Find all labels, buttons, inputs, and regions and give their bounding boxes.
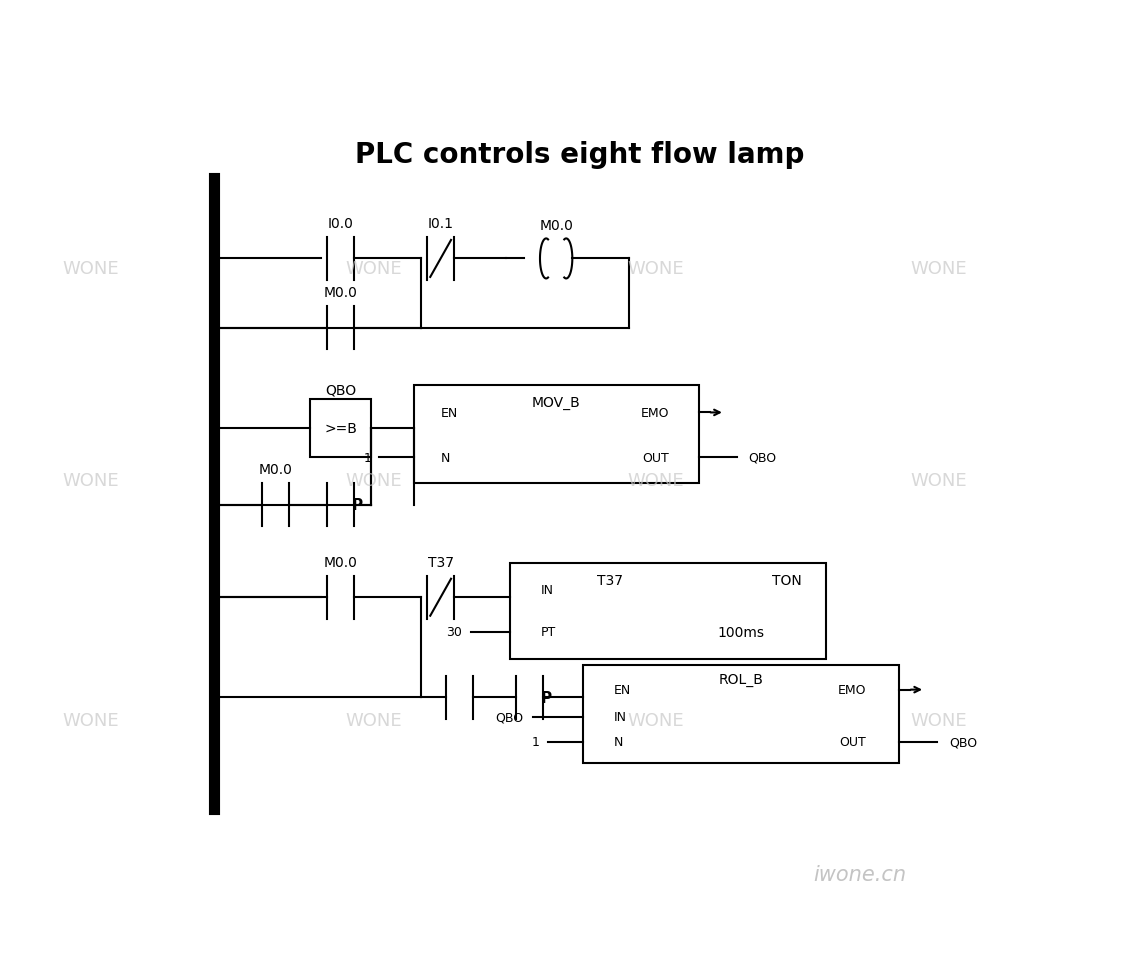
Text: QBO: QBO bbox=[325, 382, 356, 397]
Text: WONE: WONE bbox=[910, 472, 967, 489]
Text: M0.0: M0.0 bbox=[258, 463, 292, 477]
Text: QBO: QBO bbox=[495, 710, 523, 724]
Text: T37: T37 bbox=[597, 573, 623, 587]
Bar bbox=[584, 665, 899, 763]
Text: 1: 1 bbox=[532, 736, 539, 749]
Text: WONE: WONE bbox=[62, 472, 119, 489]
Text: EMO: EMO bbox=[641, 407, 670, 420]
Text: EN: EN bbox=[441, 407, 458, 420]
Text: WONE: WONE bbox=[345, 260, 402, 278]
Text: WONE: WONE bbox=[628, 472, 684, 489]
Text: MOV_B: MOV_B bbox=[532, 396, 580, 410]
Text: EMO: EMO bbox=[838, 683, 866, 697]
Text: TON: TON bbox=[772, 573, 802, 587]
Text: WONE: WONE bbox=[62, 260, 119, 278]
Text: M0.0: M0.0 bbox=[323, 555, 357, 569]
Text: QBO: QBO bbox=[749, 451, 777, 464]
Text: N: N bbox=[441, 451, 450, 464]
Bar bbox=[414, 386, 699, 483]
Text: I0.1: I0.1 bbox=[428, 217, 454, 231]
Bar bbox=[310, 399, 371, 457]
Text: 1: 1 bbox=[363, 451, 371, 464]
Text: 30: 30 bbox=[447, 626, 463, 639]
Text: iwone.cn: iwone.cn bbox=[813, 865, 906, 884]
Text: 100ms: 100ms bbox=[717, 626, 765, 639]
Text: >=B: >=B bbox=[325, 421, 357, 435]
Text: WONE: WONE bbox=[910, 712, 967, 729]
Text: I0.0: I0.0 bbox=[328, 217, 354, 231]
Text: WONE: WONE bbox=[628, 260, 684, 278]
Text: IN: IN bbox=[541, 583, 554, 597]
Text: M0.0: M0.0 bbox=[539, 218, 573, 233]
Text: P: P bbox=[541, 690, 552, 705]
Text: M0.0: M0.0 bbox=[323, 286, 357, 300]
Bar bbox=[510, 563, 826, 659]
Text: WONE: WONE bbox=[345, 472, 402, 489]
Text: P: P bbox=[352, 498, 363, 513]
Text: ROL_B: ROL_B bbox=[718, 672, 763, 686]
Text: PLC controls eight flow lamp: PLC controls eight flow lamp bbox=[354, 141, 804, 169]
Text: EN: EN bbox=[614, 683, 631, 697]
Text: WONE: WONE bbox=[345, 712, 402, 729]
Text: OUT: OUT bbox=[839, 736, 866, 749]
Text: N: N bbox=[614, 736, 623, 749]
Text: WONE: WONE bbox=[62, 712, 119, 729]
Text: OUT: OUT bbox=[642, 451, 670, 464]
Text: QBO: QBO bbox=[949, 736, 977, 749]
Text: IN: IN bbox=[614, 710, 627, 724]
Text: PT: PT bbox=[541, 626, 556, 639]
Text: WONE: WONE bbox=[628, 712, 684, 729]
Text: T37: T37 bbox=[428, 555, 454, 569]
Text: WONE: WONE bbox=[910, 260, 967, 278]
